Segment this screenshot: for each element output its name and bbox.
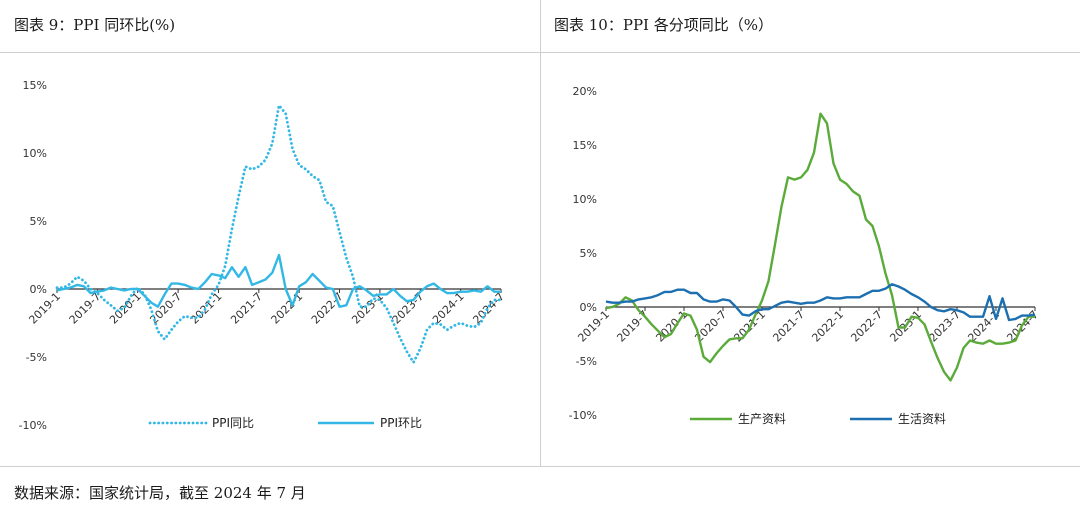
series-line-2 [56, 253, 501, 308]
x-tick-label: 2021-7 [228, 290, 265, 327]
y-tick-label: 15% [573, 139, 597, 152]
chart-title-right: 图表 10：PPI 各分项同比（%） [554, 16, 773, 34]
legend-label-1: PPI同比 [212, 416, 254, 430]
legend-label-2: PPI环比 [380, 416, 422, 430]
x-tick-label: 2021-7 [770, 308, 807, 345]
ppi-components-chart: -10%-5%0%5%10%15%20%2019-1 2019-7 2020-1 20… [569, 85, 1042, 426]
y-tick-label: 20% [573, 85, 597, 98]
x-tick-label: 2022-1 [809, 308, 846, 345]
x-tick-label: 2021-1 [188, 290, 225, 327]
x-tick-label: 2022-1 [269, 290, 306, 327]
ppi-yoy-mom-panel: 图表 9：PPI 同环比(%) -10% -5% 0% 5% 10% 15% 2019-1 2… [0, 0, 540, 466]
y-tick-label: -10% [569, 409, 597, 422]
y-tick-label: 0% [580, 301, 597, 314]
y-tick-label: 0% [30, 283, 47, 296]
x-tick-label: 2023-7 [926, 308, 963, 345]
series-line-1 [605, 112, 1035, 382]
x-tick-label: 2024-1 [430, 290, 467, 327]
y-tick-label: 15% [23, 79, 47, 92]
x-tick-label: 2020-7 [692, 308, 729, 345]
ppi-yoy-mom-chart: -10%-5%0%5%10%15%2019-1 2019-7 2020-1 2020-… [19, 79, 508, 432]
x-tick-label: 2020-1 [107, 290, 144, 327]
series-line-2 [605, 283, 1036, 322]
x-tick-label: 2019-7 [614, 308, 651, 345]
y-tick-label: 10% [23, 147, 47, 160]
data-source-note: 数据来源：国家统计局，截至 2024 年 7 月 [14, 484, 306, 502]
chart-title-left: 图表 9：PPI 同环比(%) [14, 16, 176, 34]
y-tick-label: -10% [19, 419, 47, 432]
x-tick-label: 2023-7 [390, 290, 427, 327]
y-tick-label: 5% [580, 247, 597, 260]
y-tick-label: -5% [26, 351, 47, 364]
title-divider [0, 52, 1080, 53]
footer-divider [0, 466, 1080, 467]
y-tick-label: 5% [30, 215, 47, 228]
vertical-divider [540, 0, 541, 466]
y-tick-label: -5% [576, 355, 597, 368]
legend-label-1: 生产资料 [738, 412, 786, 426]
x-tick-label: 2022-7 [848, 308, 885, 345]
x-tick-label: 2019-7 [67, 290, 104, 327]
x-tick-label: 2022-7 [309, 290, 346, 327]
x-tick-label: 2020-7 [147, 290, 184, 327]
ppi-components-panel: 图表 10：PPI 各分项同比（%） -10% -5% 0% 5% 10% 15% 20% 2… [540, 0, 1080, 466]
y-tick-label: 10% [573, 193, 597, 206]
x-tick-label: 2024-7 [470, 290, 507, 327]
legend-label-2: 生活资料 [898, 412, 946, 426]
series-line-1 [55, 104, 503, 364]
